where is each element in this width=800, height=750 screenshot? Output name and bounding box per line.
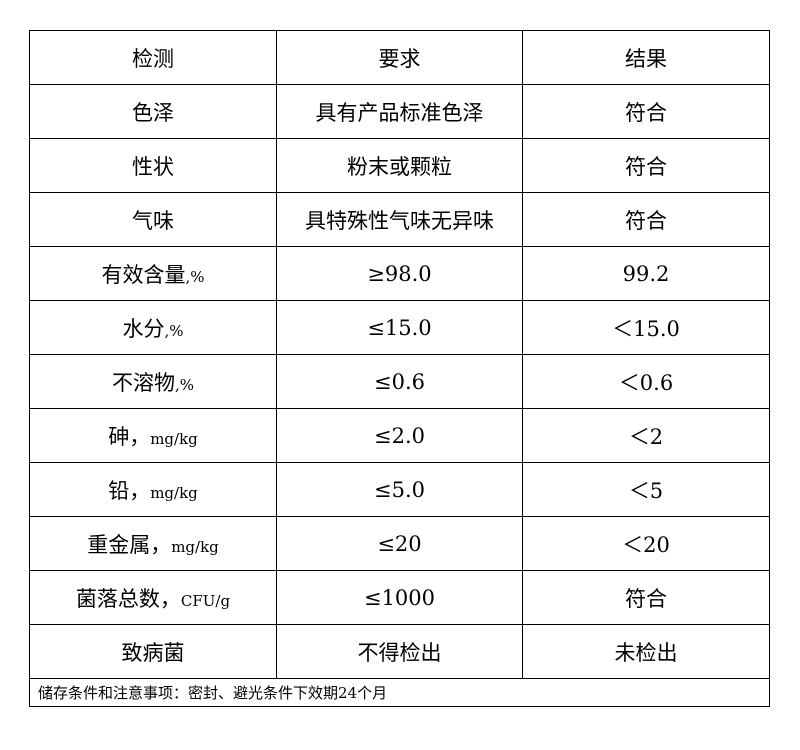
item-unit: CFU/g xyxy=(180,591,231,610)
item-name: 水分 xyxy=(122,316,165,341)
requirement-cell: ≤2.0 xyxy=(276,408,523,463)
item-name: 重金属， xyxy=(87,532,172,557)
item-cell: 性状 xyxy=(29,138,277,193)
item-unit: ,% xyxy=(164,321,184,340)
result-cell: 符合 xyxy=(522,138,770,193)
item-name: 不溶物 xyxy=(111,370,175,395)
item-cell: 色泽 xyxy=(29,84,277,139)
storage-note: 储存条件和注意事项：密封、避光条件下效期24个月 xyxy=(29,678,770,707)
item-unit: mg/kg xyxy=(150,429,198,448)
item-cell: 气味 xyxy=(29,192,277,247)
result-cell: 99.2 xyxy=(522,246,770,301)
footer-row: 储存条件和注意事项：密封、避光条件下效期24个月 xyxy=(29,678,770,707)
header-cell-item: 检测 xyxy=(29,30,277,85)
requirement-cell: ≤1000 xyxy=(276,570,523,625)
table-row: 气味 具特殊性气味无异味 符合 xyxy=(29,192,770,247)
result-cell: ＜5 xyxy=(522,462,770,517)
item-name: 致病菌 xyxy=(121,640,185,665)
header-cell-requirement: 要求 xyxy=(276,30,523,85)
requirement-cell: ≥98.0 xyxy=(276,246,523,301)
item-name: 气味 xyxy=(132,208,174,233)
table-row: 重金属，mg/kg ≤20 ＜20 xyxy=(29,516,770,571)
item-name: 铅， xyxy=(108,478,151,503)
result-cell: 符合 xyxy=(522,84,770,139)
table-row: 有效含量,% ≥98.0 99.2 xyxy=(29,246,770,301)
item-name: 砷， xyxy=(108,424,151,449)
item-name: 有效含量 xyxy=(101,262,186,287)
item-unit: mg/kg xyxy=(150,483,198,502)
item-cell: 重金属，mg/kg xyxy=(29,516,277,571)
item-cell: 致病菌 xyxy=(29,624,277,679)
item-cell: 砷，mg/kg xyxy=(29,408,277,463)
table-row: 菌落总数，CFU/g ≤1000 符合 xyxy=(29,570,770,625)
result-cell: ＜2 xyxy=(522,408,770,463)
item-unit: mg/kg xyxy=(171,537,219,556)
item-name: 菌落总数， xyxy=(75,586,181,611)
table-row: 铅，mg/kg ≤5.0 ＜5 xyxy=(29,462,770,517)
item-unit: ,% xyxy=(174,375,195,394)
result-cell: 符合 xyxy=(522,570,770,625)
result-cell: ＜15.0 xyxy=(522,300,770,355)
requirement-cell: ≤0.6 xyxy=(276,354,523,409)
inspection-table: 检测 要求 结果 色泽 具有产品标准色泽 符合 性状 粉末或颗粒 符合 气味 具特殊性气味无异… xyxy=(29,30,770,707)
item-cell: 水分,% xyxy=(29,300,277,355)
table-row: 致病菌 不得检出 未检出 xyxy=(29,624,770,679)
table-row: 水分,% ≤15.0 ＜15.0 xyxy=(29,300,770,355)
requirement-cell: 粉末或颗粒 xyxy=(276,138,523,193)
item-cell: 铅，mg/kg xyxy=(29,462,277,517)
result-cell: ＜0.6 xyxy=(522,354,770,409)
item-cell: 有效含量,% xyxy=(29,246,277,301)
table-row: 色泽 具有产品标准色泽 符合 xyxy=(29,84,770,139)
item-cell: 不溶物,% xyxy=(29,354,277,409)
requirement-cell: ≤15.0 xyxy=(276,300,523,355)
result-cell: ＜20 xyxy=(522,516,770,571)
requirement-cell: 具特殊性气味无异味 xyxy=(276,192,523,247)
item-unit: ,% xyxy=(185,267,205,286)
header-cell-result: 结果 xyxy=(522,30,770,85)
table-row: 性状 粉末或颗粒 符合 xyxy=(29,138,770,193)
item-name: 色泽 xyxy=(132,100,174,125)
requirement-cell: 不得检出 xyxy=(276,624,523,679)
requirement-cell: ≤5.0 xyxy=(276,462,523,517)
requirement-cell: 具有产品标准色泽 xyxy=(276,84,523,139)
result-cell: 未检出 xyxy=(522,624,770,679)
table-row: 砷，mg/kg ≤2.0 ＜2 xyxy=(29,408,770,463)
table-row: 不溶物,% ≤0.6 ＜0.6 xyxy=(29,354,770,409)
item-name: 性状 xyxy=(132,154,174,179)
header-row: 检测 要求 结果 xyxy=(29,30,770,85)
item-cell: 菌落总数，CFU/g xyxy=(29,570,277,625)
requirement-cell: ≤20 xyxy=(276,516,523,571)
result-cell: 符合 xyxy=(522,192,770,247)
